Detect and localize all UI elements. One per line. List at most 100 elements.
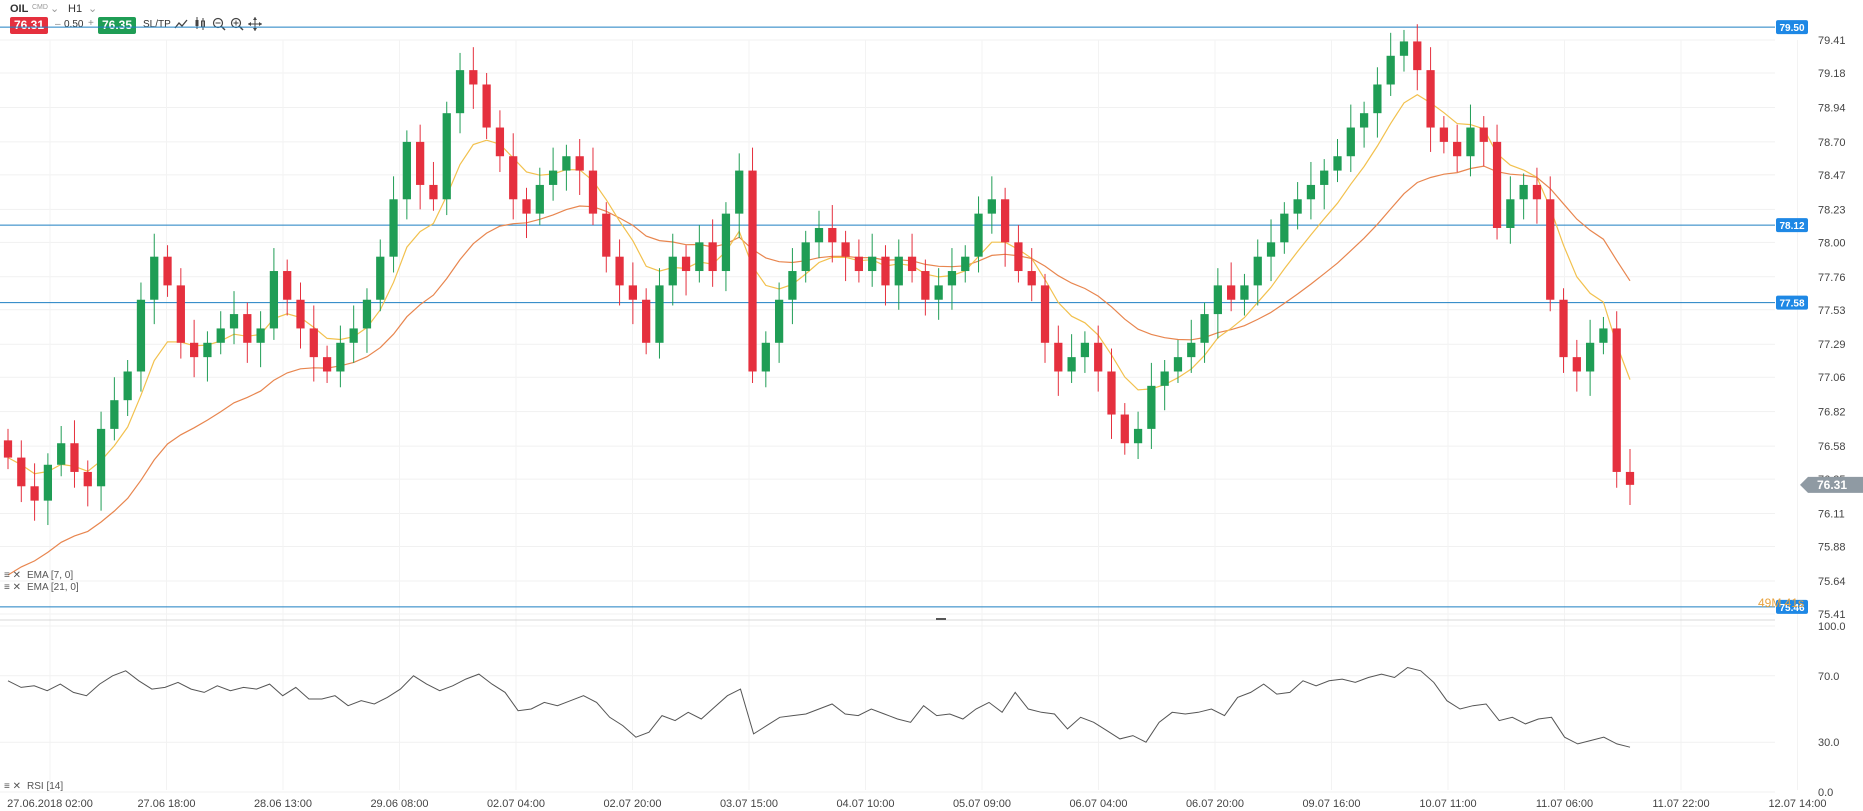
candle — [495, 110, 505, 173]
candle — [1147, 362, 1156, 449]
candle-body — [123, 371, 132, 401]
price-level-tag — [1776, 295, 1808, 310]
time-tick-label: 29.06 08:00 — [370, 798, 428, 810]
candle-body — [509, 156, 518, 200]
candle — [83, 460, 92, 507]
rsi-tick-label: 100.0 — [1818, 621, 1846, 633]
candle-body — [1492, 141, 1502, 228]
candle-body — [3, 440, 13, 458]
ema21-legend-icon[interactable]: ≡ ✕ — [4, 582, 21, 593]
candle — [1240, 273, 1249, 316]
ema7-legend[interactable]: ≡ ✕ EMA [7, 0] — [4, 570, 73, 581]
candle-body — [562, 156, 571, 171]
candle-body — [774, 299, 784, 343]
candle-body — [1479, 127, 1488, 142]
candle — [509, 133, 518, 220]
horizontal-lines[interactable] — [0, 26, 1775, 608]
rsi-legend-icon[interactable]: ≡ ✕ — [4, 781, 21, 792]
symbol-dropdown-icon[interactable]: ⌄ — [50, 3, 60, 15]
ema7-legend-icon[interactable]: ≡ ✕ — [4, 570, 21, 581]
candle-body — [894, 256, 903, 286]
candle-body — [1519, 184, 1528, 200]
candle-body — [1612, 328, 1621, 472]
candle — [1001, 187, 1010, 267]
buy-price-button[interactable]: 76.35 — [98, 17, 136, 34]
candle-body — [17, 457, 26, 487]
candle-body — [655, 285, 664, 343]
candle-body — [642, 299, 651, 343]
candle — [1054, 325, 1063, 396]
volume-minus-button[interactable]: – — [55, 19, 61, 30]
candle-body — [30, 486, 39, 501]
candle-body — [934, 285, 943, 300]
candle-body — [1333, 156, 1342, 171]
volume-plus-button[interactable]: + — [88, 18, 94, 29]
time-axis[interactable]: 27.06.2018 02:00 27.06 18:00 28.06 13:00 29… — [7, 798, 1826, 810]
candle-body — [1625, 471, 1635, 485]
ema21-legend[interactable]: ≡ ✕ EMA [21, 0] — [4, 582, 79, 593]
candle-body — [522, 199, 531, 214]
candle-body — [349, 328, 358, 343]
candle — [1133, 411, 1143, 460]
volume-input[interactable]: 0.50 — [64, 19, 84, 30]
time-tick-label: 10.07 11:00 — [1419, 798, 1476, 810]
crosshair-icon[interactable] — [248, 17, 262, 31]
candle — [1173, 339, 1183, 383]
candle-body — [868, 256, 877, 272]
candle — [655, 268, 664, 359]
symbol-label[interactable]: OIL — [10, 3, 29, 15]
candle — [721, 202, 731, 292]
candle-body — [57, 443, 66, 465]
candle — [296, 282, 305, 349]
rsi-legend[interactable]: ≡ ✕ RSI [14] — [4, 781, 63, 792]
candle — [70, 420, 79, 488]
candle-body — [150, 256, 159, 300]
candle — [30, 463, 39, 521]
ema7-line — [7, 93, 1631, 475]
candle-body — [748, 170, 757, 372]
timeframe-dropdown-icon[interactable]: ⌄ — [88, 3, 98, 15]
sell-price-button[interactable]: 76.31 — [10, 17, 48, 34]
candle — [681, 245, 691, 296]
sltp-button[interactable]: SL/TP — [143, 19, 171, 30]
candle — [1599, 316, 1608, 355]
candle-body — [1546, 199, 1555, 300]
price-axis[interactable]: 79.41 79.18 78.94 78.70 78.47 78.23 78.00 77.76… — [1818, 35, 1846, 621]
candle — [894, 239, 903, 310]
candle — [362, 288, 372, 353]
line-chart-icon[interactable] — [174, 17, 188, 31]
candle — [801, 230, 810, 283]
candle-body — [788, 271, 797, 300]
rsi-series — [7, 666, 1631, 748]
candle — [947, 248, 957, 310]
candle-body — [1213, 285, 1222, 315]
candle-timer: 49M 41s — [1758, 596, 1804, 610]
candle-body — [309, 328, 318, 358]
timeframe-selector[interactable]: H1 — [68, 3, 83, 15]
candle — [256, 311, 265, 368]
price-tick-label: 75.64 — [1818, 576, 1846, 588]
candle-body — [708, 242, 717, 272]
pane-resize-handle[interactable] — [936, 618, 946, 620]
candle — [1187, 319, 1196, 373]
candle — [1546, 176, 1555, 312]
candle — [1612, 311, 1621, 488]
ema7-legend-label: EMA [7, 0] — [27, 570, 73, 581]
candle — [1359, 101, 1369, 148]
candle-body — [216, 328, 225, 343]
candle — [482, 73, 491, 140]
candle — [442, 101, 451, 216]
candle — [1266, 219, 1276, 282]
candle — [588, 147, 598, 226]
candle-body — [176, 285, 185, 343]
price-tick-label: 75.41 — [1818, 609, 1846, 621]
price-tick-label: 77.06 — [1818, 372, 1846, 384]
ema7-series — [7, 93, 1631, 475]
candle — [1373, 67, 1382, 138]
candle — [1492, 124, 1502, 240]
candle — [1040, 273, 1050, 363]
candle-body — [1306, 184, 1316, 200]
candle — [283, 259, 292, 316]
candle — [1213, 268, 1222, 339]
